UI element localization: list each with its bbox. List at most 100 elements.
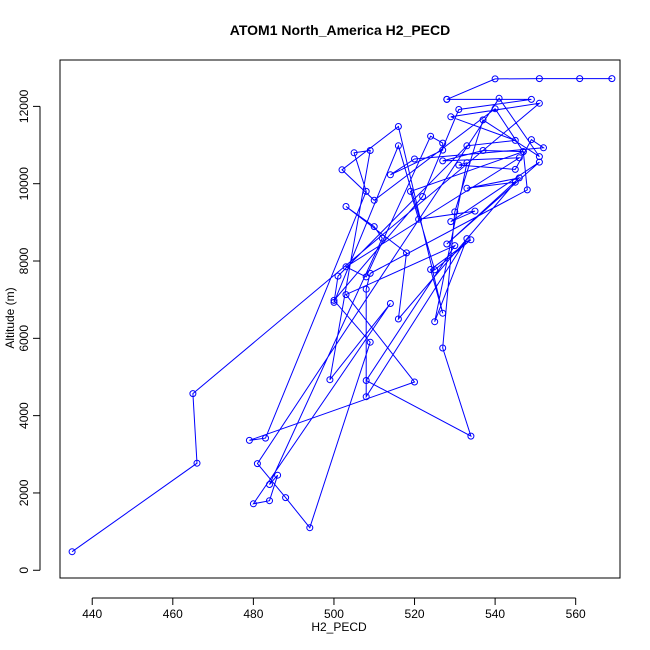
data-point [439,146,447,154]
y-axis: 0 2000 4000 6000 8000 10000 12000 [17,89,41,574]
data-point [403,249,410,257]
data-point [342,263,350,271]
data-point [366,147,374,154]
data-point [326,376,334,384]
x-tick-label: 460 [163,607,183,621]
data-point [330,296,338,304]
data-point [455,161,463,169]
data-point [282,494,290,502]
data-point [535,99,543,107]
data-point [362,273,370,281]
data-point [342,203,350,210]
data-point [245,436,253,444]
data-point [515,154,523,162]
data-point [419,193,427,200]
y-tick-label: 0 [17,567,31,574]
data-point [262,434,269,442]
y-tick-label: 4000 [17,402,31,429]
data-point [407,187,414,195]
data-point [467,236,475,244]
data-point [362,187,370,195]
data-point [495,94,503,102]
data-point [540,144,547,152]
data-point [463,142,471,150]
data-point [386,171,394,179]
y-tick-label: 10000 [17,167,31,201]
y-tick-label: 2000 [17,479,31,506]
data-point [463,235,471,243]
data-point [463,184,471,192]
data-point [467,432,475,440]
data-point [523,186,531,194]
data-point [443,240,451,248]
data-point [447,113,455,121]
y-tick-label: 6000 [17,325,31,352]
x-tick-label: 540 [485,607,505,621]
data-point [394,142,402,150]
data-point [479,116,487,124]
data-point [515,174,523,182]
data-point [439,139,447,147]
data-point [370,196,378,204]
data-point [451,208,459,216]
data-point [427,132,435,140]
data-point [431,318,439,326]
data-point [378,234,386,242]
data-point [394,123,402,130]
data-point [608,75,616,83]
data-point [439,157,447,165]
data-point [527,95,535,103]
data-point [386,300,394,307]
y-tick-label: 12000 [17,89,31,123]
plot-frame [59,59,621,579]
data-point [415,215,423,223]
data-point [535,75,543,83]
x-tick-label: 480 [243,607,263,621]
data-point [189,390,197,398]
data-point [535,153,543,161]
data-point [455,106,463,113]
data-point [249,500,257,508]
data-point [463,159,471,167]
x-axis: 440 460 480 500 520 540 560 [82,597,586,621]
data-point [306,524,314,532]
data-point [253,460,261,468]
data-point [350,149,358,157]
data-point [519,148,527,156]
data-point [362,285,370,293]
x-axis-label: H2_PECD [311,620,367,634]
data-point [362,377,370,384]
data-point [511,178,519,186]
y-axis-label: Altitude (m) [3,287,17,348]
data-point [511,136,519,144]
data-point [68,548,76,556]
data-point [366,338,374,346]
data-point [527,136,535,144]
data-point [576,75,584,83]
data-point [266,481,273,488]
x-tick-label: 440 [82,607,102,621]
data-point [266,497,273,505]
data-point [342,291,350,299]
data-point [447,218,455,226]
x-tick-label: 520 [405,607,425,621]
data-point [491,105,499,113]
data-point [334,272,342,280]
data-point [443,95,451,103]
data-point [370,223,378,231]
x-tick-label: 560 [566,607,586,621]
series-layer [68,75,616,556]
data-point [411,378,418,386]
data-point [362,393,370,401]
data-point [330,298,338,306]
data-point [366,269,374,277]
data-point [451,242,459,250]
data-point [411,155,418,163]
data-point [491,75,499,83]
x-tick-label: 500 [324,607,344,621]
y-tick-label: 8000 [17,247,31,274]
data-point [431,266,439,274]
chart-title: ATOM1 North_America H2_PECD [230,22,450,38]
data-point [274,471,282,479]
